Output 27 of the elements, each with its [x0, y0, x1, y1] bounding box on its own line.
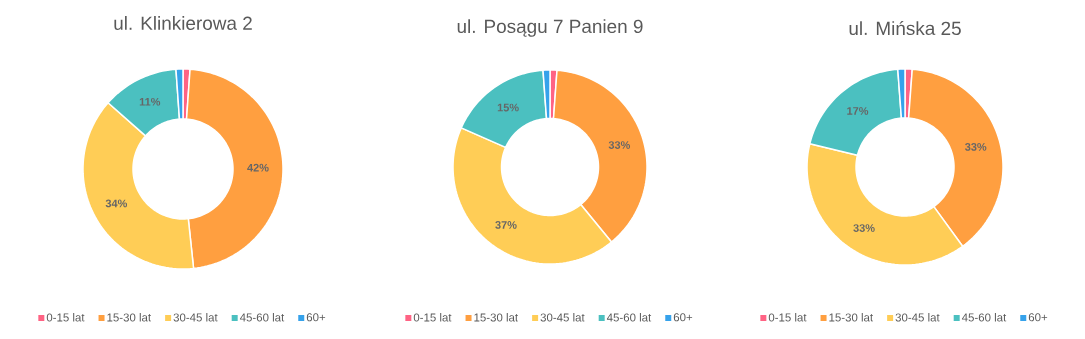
data-label: 33%: [853, 224, 875, 232]
data-label: 37%: [495, 221, 517, 229]
data-label: 42%: [247, 163, 269, 172]
legend-label: 30-45 lat: [173, 313, 218, 322]
data-label: 11%: [139, 97, 161, 106]
legend-label: 60+: [306, 313, 326, 322]
legend-label: 30-45 lat: [540, 313, 585, 322]
data-label: 17%: [847, 107, 869, 115]
chart-title: ul. Posągu 7 Panien 9: [457, 19, 643, 37]
legend-label: 60+: [1028, 313, 1048, 322]
data-label: 33%: [964, 143, 987, 151]
legend-label: 0-15 lat: [413, 313, 452, 322]
legend-label: 45-60 lat: [239, 313, 285, 322]
legend-label: 15-30 lat: [107, 313, 152, 322]
legend-label: 0-15 lat: [768, 313, 807, 322]
legend-label: 60+: [673, 313, 693, 322]
legend-label: 45-60 lat: [606, 313, 652, 322]
data-label: 34%: [105, 199, 128, 208]
legend-label: 30-45 lat: [895, 313, 940, 322]
chart-title: ul. Mińska 25: [849, 20, 961, 36]
legend-label: 15-30 lat: [474, 313, 519, 322]
chart-title: ul. Klinkierowa 2: [114, 16, 252, 30]
data-label: 15%: [497, 103, 519, 112]
legend-label: 15-30 lat: [829, 313, 874, 322]
legend-label: 45-60 lat: [961, 313, 1007, 322]
legend-label: 0-15 lat: [46, 313, 85, 322]
data-label: 33%: [608, 141, 631, 149]
